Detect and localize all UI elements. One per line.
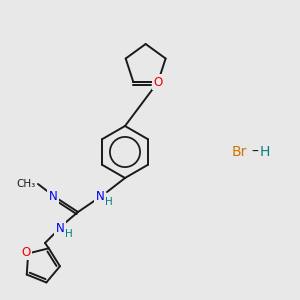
Text: Br: Br: [232, 145, 248, 159]
Text: O: O: [22, 246, 31, 259]
Text: –: –: [252, 145, 258, 159]
Text: H: H: [260, 145, 270, 159]
Text: N: N: [154, 76, 162, 88]
Text: H: H: [65, 229, 73, 239]
Text: CH₃: CH₃: [17, 179, 36, 189]
Text: H: H: [105, 197, 113, 207]
Text: N: N: [49, 190, 57, 203]
Text: N: N: [56, 221, 64, 235]
Text: N: N: [96, 190, 104, 203]
Text: O: O: [154, 76, 163, 88]
